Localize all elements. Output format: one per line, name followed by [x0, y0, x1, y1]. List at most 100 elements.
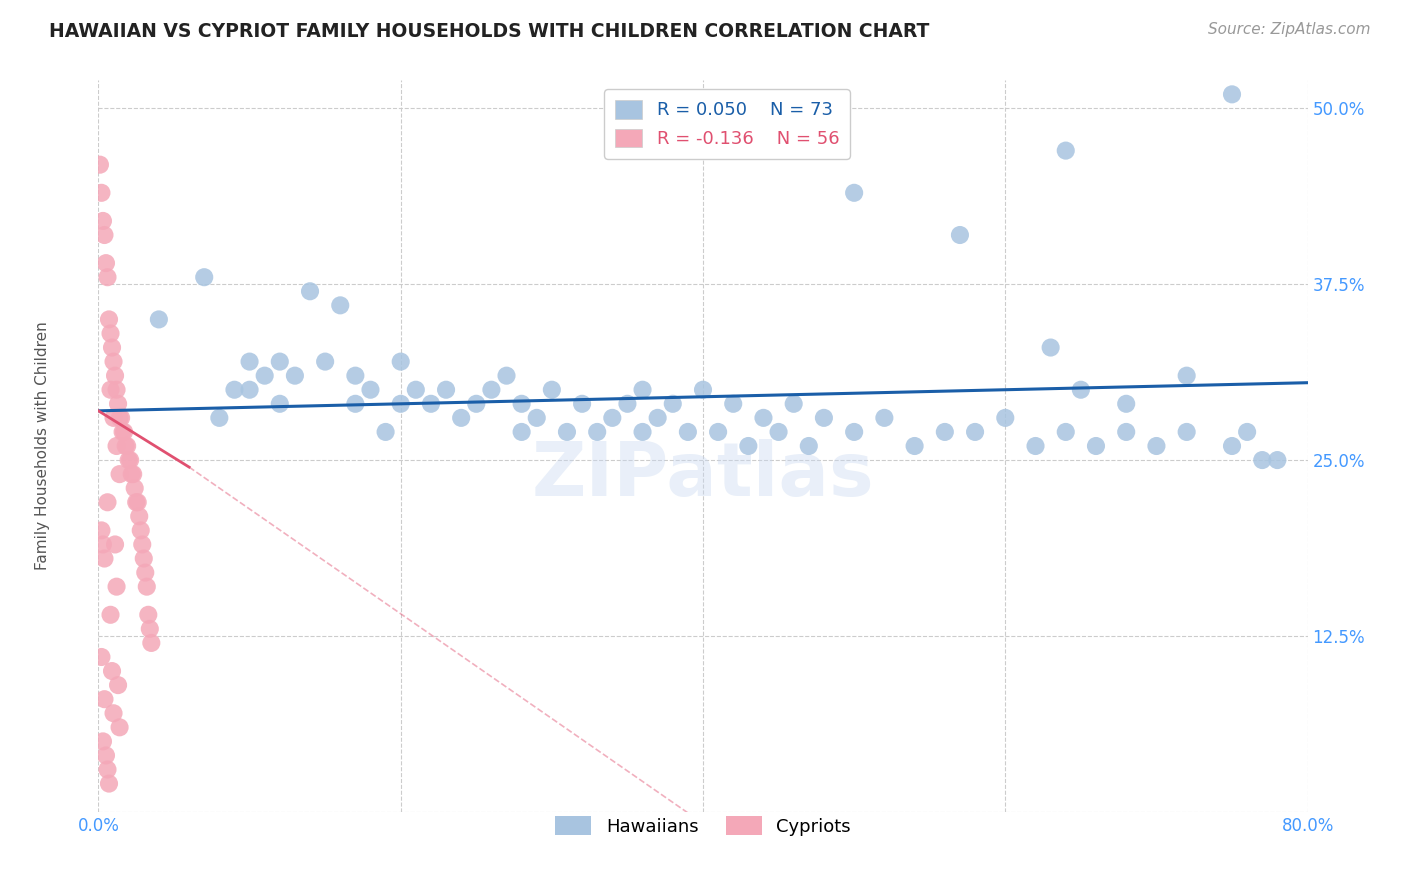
Point	[1085, 439, 1108, 453]
Point	[873, 410, 896, 425]
Point	[224, 383, 246, 397]
Point	[91, 734, 114, 748]
Point	[104, 537, 127, 551]
Point	[602, 410, 624, 425]
Point	[676, 425, 699, 439]
Point	[239, 383, 262, 397]
Point	[105, 439, 128, 453]
Point	[420, 397, 443, 411]
Point	[723, 397, 745, 411]
Point	[994, 410, 1017, 425]
Point	[555, 425, 578, 439]
Point	[1220, 439, 1243, 453]
Point	[1267, 453, 1289, 467]
Point	[108, 720, 131, 734]
Point	[1175, 368, 1198, 383]
Point	[91, 537, 114, 551]
Point	[90, 650, 112, 665]
Point	[96, 763, 118, 777]
Point	[100, 383, 122, 397]
Point	[269, 397, 291, 411]
Point	[98, 312, 121, 326]
Point	[132, 551, 155, 566]
Point	[93, 227, 115, 242]
Point	[103, 410, 125, 425]
Point	[299, 285, 322, 299]
Point	[101, 341, 124, 355]
Point	[134, 566, 156, 580]
Point	[1039, 341, 1062, 355]
Point	[329, 298, 352, 312]
Point	[105, 580, 128, 594]
Y-axis label: Family Households with Children: Family Households with Children	[35, 322, 49, 570]
Point	[1054, 144, 1077, 158]
Point	[120, 453, 142, 467]
Point	[631, 425, 654, 439]
Point	[1115, 397, 1137, 411]
Point	[129, 524, 152, 538]
Point	[93, 692, 115, 706]
Point	[139, 622, 162, 636]
Point	[107, 397, 129, 411]
Point	[136, 607, 159, 622]
Point	[239, 354, 262, 368]
Point	[949, 227, 972, 242]
Point	[148, 312, 170, 326]
Point	[586, 425, 609, 439]
Point	[118, 453, 141, 467]
Point	[284, 368, 307, 383]
Point	[434, 383, 457, 397]
Point	[103, 354, 125, 368]
Point	[904, 439, 927, 453]
Point	[1175, 425, 1198, 439]
Point	[124, 481, 146, 495]
Point	[98, 776, 121, 790]
Point	[526, 410, 548, 425]
Point	[208, 410, 231, 425]
Point	[1251, 453, 1274, 467]
Point	[111, 425, 134, 439]
Point	[661, 397, 683, 411]
Point	[389, 354, 412, 368]
Point	[768, 425, 790, 439]
Point	[141, 636, 163, 650]
Text: Source: ZipAtlas.com: Source: ZipAtlas.com	[1208, 22, 1371, 37]
Point	[122, 467, 145, 482]
Point	[752, 410, 775, 425]
Point	[103, 706, 125, 721]
Point	[965, 425, 987, 439]
Point	[1054, 425, 1077, 439]
Point	[737, 439, 759, 453]
Point	[510, 397, 533, 411]
Point	[105, 383, 128, 397]
Point	[344, 368, 367, 383]
Point	[89, 158, 111, 172]
Point	[1144, 439, 1167, 453]
Point	[94, 256, 117, 270]
Point	[481, 383, 503, 397]
Point	[360, 383, 382, 397]
Point	[93, 551, 115, 566]
Point	[269, 354, 291, 368]
Point	[1070, 383, 1092, 397]
Point	[108, 467, 131, 482]
Point	[797, 439, 820, 453]
Point	[647, 410, 669, 425]
Point	[253, 368, 276, 383]
Point	[405, 383, 427, 397]
Point	[450, 410, 472, 425]
Point	[495, 368, 517, 383]
Point	[465, 397, 488, 411]
Point	[121, 467, 143, 482]
Point	[110, 410, 132, 425]
Point	[1220, 87, 1243, 102]
Point	[96, 270, 118, 285]
Legend: Hawaiians, Cypriots: Hawaiians, Cypriots	[548, 809, 858, 843]
Point	[844, 186, 866, 200]
Point	[844, 425, 866, 439]
Point	[96, 495, 118, 509]
Point	[94, 748, 117, 763]
Point	[540, 383, 562, 397]
Point	[314, 354, 336, 368]
Point	[616, 397, 638, 411]
